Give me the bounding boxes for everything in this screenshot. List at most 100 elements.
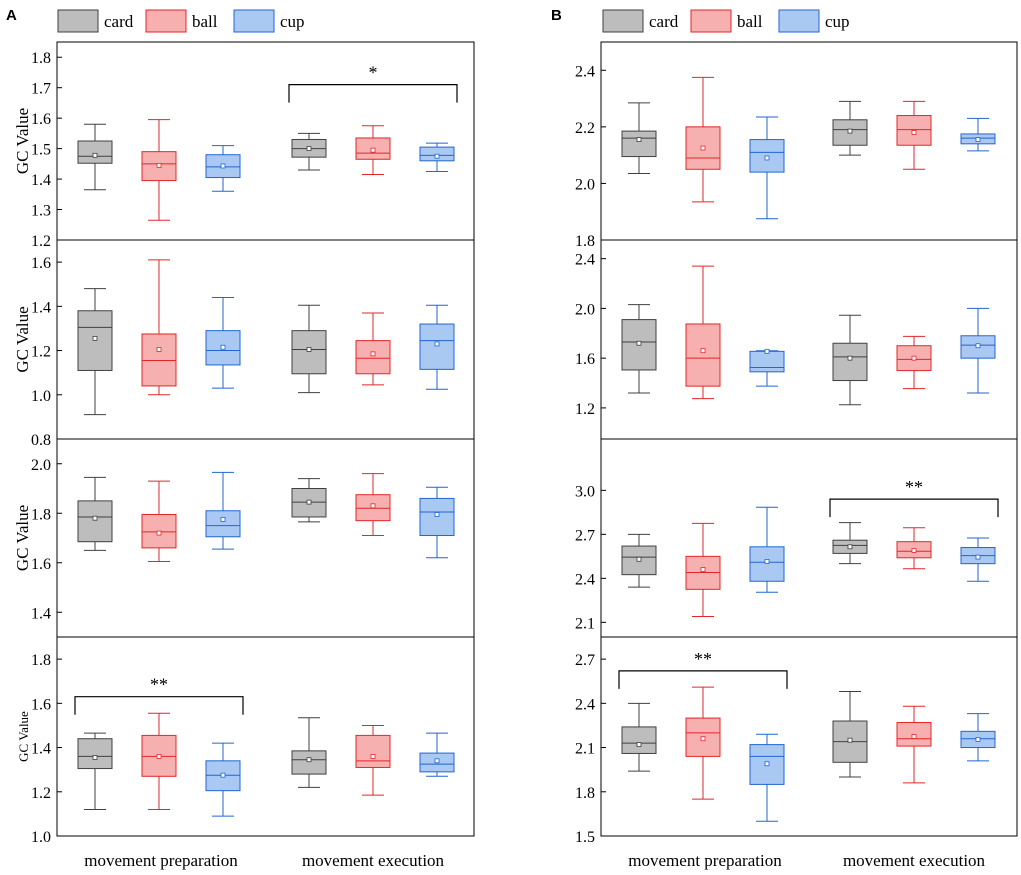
y-tick-label: 1.8 <box>575 785 595 802</box>
box-cup-execution-mean <box>975 137 981 142</box>
box-ball-execution-mean <box>370 147 376 153</box>
y-tick-label: 2.0 <box>575 301 595 318</box>
x-category-label: movement preparation <box>628 851 782 870</box>
box-card-execution-iqr <box>291 330 327 375</box>
box-cup-preparation-mean <box>764 348 770 354</box>
significance-marker: ** <box>150 675 168 695</box>
box-ball-execution-iqr <box>355 734 391 768</box>
box-cup-preparation-mean <box>764 761 770 767</box>
y-tick-label: 1.3 <box>31 203 51 220</box>
box-card-preparation-mean <box>92 755 98 760</box>
significance-bracket <box>288 84 458 103</box>
significance-bracket <box>829 498 999 518</box>
legend-label-ball: ball <box>192 12 218 31</box>
box-cup-preparation-mean <box>220 772 226 778</box>
box-ball-preparation-iqr <box>141 333 177 387</box>
legend-label-cup: cup <box>280 12 305 31</box>
box-ball-preparation-iqr <box>685 323 721 387</box>
subplot-frame <box>56 636 475 837</box>
box-ball-execution-mean <box>911 548 917 553</box>
box-ball-execution-iqr <box>355 340 391 375</box>
box-cup-execution-mean <box>975 737 981 742</box>
subplot-frame <box>600 438 1018 638</box>
box-ball-execution-mean <box>911 130 917 135</box>
y-tick-label: 1.8 <box>575 233 595 250</box>
box-cup-execution-iqr <box>419 323 455 370</box>
y-tick-label: 1.0 <box>31 388 51 405</box>
y-tick-label: 1.2 <box>31 344 51 361</box>
box-card-preparation-mean <box>92 335 98 341</box>
y-tick-label: 1.8 <box>31 506 51 523</box>
y-tick-label: 1.7 <box>31 81 51 98</box>
box-card-preparation-mean <box>92 152 98 158</box>
box-ball-execution-mean <box>370 351 376 357</box>
box-ball-preparation-mean <box>700 348 706 354</box>
y-tick-label: 1.4 <box>31 741 51 758</box>
y-tick-label: 2.0 <box>575 176 595 193</box>
box-card-execution-mean <box>306 347 312 352</box>
panel-label-B: B <box>551 7 562 24</box>
y-tick-label: 1.2 <box>31 785 51 802</box>
legend-label-card: card <box>649 12 679 31</box>
subplot-frame <box>600 636 1018 837</box>
y-tick-label: 1.6 <box>31 111 51 128</box>
legend-label-ball: ball <box>737 12 763 31</box>
significance-marker: * <box>369 63 378 83</box>
box-card-execution-mean <box>306 757 312 763</box>
subplot-frame <box>600 239 1018 440</box>
y-tick-label: 2.4 <box>575 63 595 80</box>
y-tick-label: 1.0 <box>31 829 51 846</box>
box-card-execution-mean <box>847 355 853 361</box>
box-cup-preparation-mean <box>220 517 226 522</box>
box-cup-preparation-mean <box>220 344 226 350</box>
box-ball-execution-mean <box>370 754 376 759</box>
y-tick-label: 2.4 <box>575 252 595 269</box>
significance-marker: ** <box>905 477 923 497</box>
y-tick-label: 2.4 <box>575 696 595 713</box>
y-tick-label: 1.4 <box>31 299 51 316</box>
significance-marker: ** <box>694 649 712 669</box>
box-cup-execution-mean <box>975 343 981 349</box>
box-ball-execution-mean <box>911 355 917 361</box>
box-cup-preparation-mean <box>220 163 226 169</box>
legend-label-cup: cup <box>825 12 850 31</box>
y-tick-label: 2.4 <box>575 571 595 588</box>
y-tick-label: 1.8 <box>31 50 51 67</box>
y-tick-label: 2.1 <box>575 741 595 758</box>
significance-bracket <box>74 696 244 715</box>
box-ball-preparation-iqr <box>685 717 721 757</box>
box-ball-preparation-mean <box>156 347 162 352</box>
legend-label-card: card <box>104 12 134 31</box>
y-tick-label: 1.5 <box>31 142 51 159</box>
box-ball-execution-mean <box>370 503 376 509</box>
legend-swatch-cup <box>778 9 820 33</box>
box-card-execution-mean <box>847 128 853 134</box>
y-tick-label: 2.2 <box>575 120 595 137</box>
y-tick-label: 1.6 <box>575 351 595 368</box>
y-tick-label: 1.6 <box>31 556 51 573</box>
legend-swatch-ball <box>145 9 187 33</box>
panel-label-A: A <box>6 7 17 24</box>
box-card-preparation-mean <box>92 515 98 521</box>
box-card-execution-mean <box>847 544 853 550</box>
box-cup-execution-mean <box>434 758 440 764</box>
y-axis-label: GC Value <box>13 505 32 571</box>
y-tick-label: 2.7 <box>575 527 595 544</box>
y-axis-label: GC Value <box>13 306 32 372</box>
legend-swatch-card <box>57 9 99 33</box>
y-axis-label: GC Value <box>13 108 32 174</box>
box-card-execution-mean <box>847 737 853 743</box>
box-card-preparation-mean <box>636 340 642 346</box>
box-cup-execution-mean <box>434 153 440 159</box>
box-ball-preparation-mean <box>156 530 162 536</box>
y-tick-label: 1.4 <box>31 172 51 189</box>
box-ball-preparation-mean <box>700 567 706 572</box>
box-cup-preparation-mean <box>764 559 770 564</box>
y-tick-label: 2.1 <box>575 615 595 632</box>
box-cup-execution-mean <box>434 341 440 347</box>
box-ball-execution-mean <box>911 734 917 739</box>
y-tick-label: 1.5 <box>575 829 595 846</box>
y-tick-label: 1.6 <box>31 696 51 713</box>
y-tick-label: 2.0 <box>31 457 51 474</box>
x-category-label: movement preparation <box>84 851 238 870</box>
